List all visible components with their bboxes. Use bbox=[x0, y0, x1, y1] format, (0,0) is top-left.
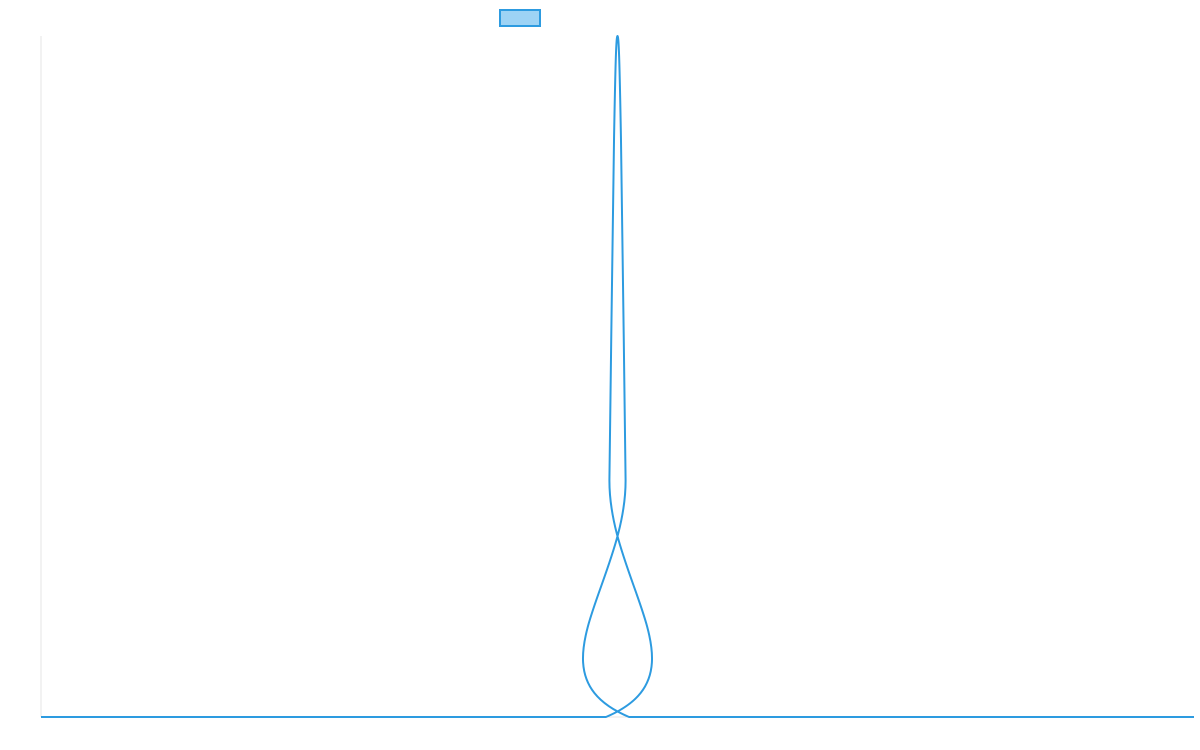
series-line-0 bbox=[40, 35, 1194, 719]
series-group bbox=[40, 35, 1194, 719]
legend[interactable] bbox=[499, 9, 541, 27]
axes bbox=[40, 36, 1194, 718]
legend-swatch-0[interactable] bbox=[499, 9, 541, 27]
